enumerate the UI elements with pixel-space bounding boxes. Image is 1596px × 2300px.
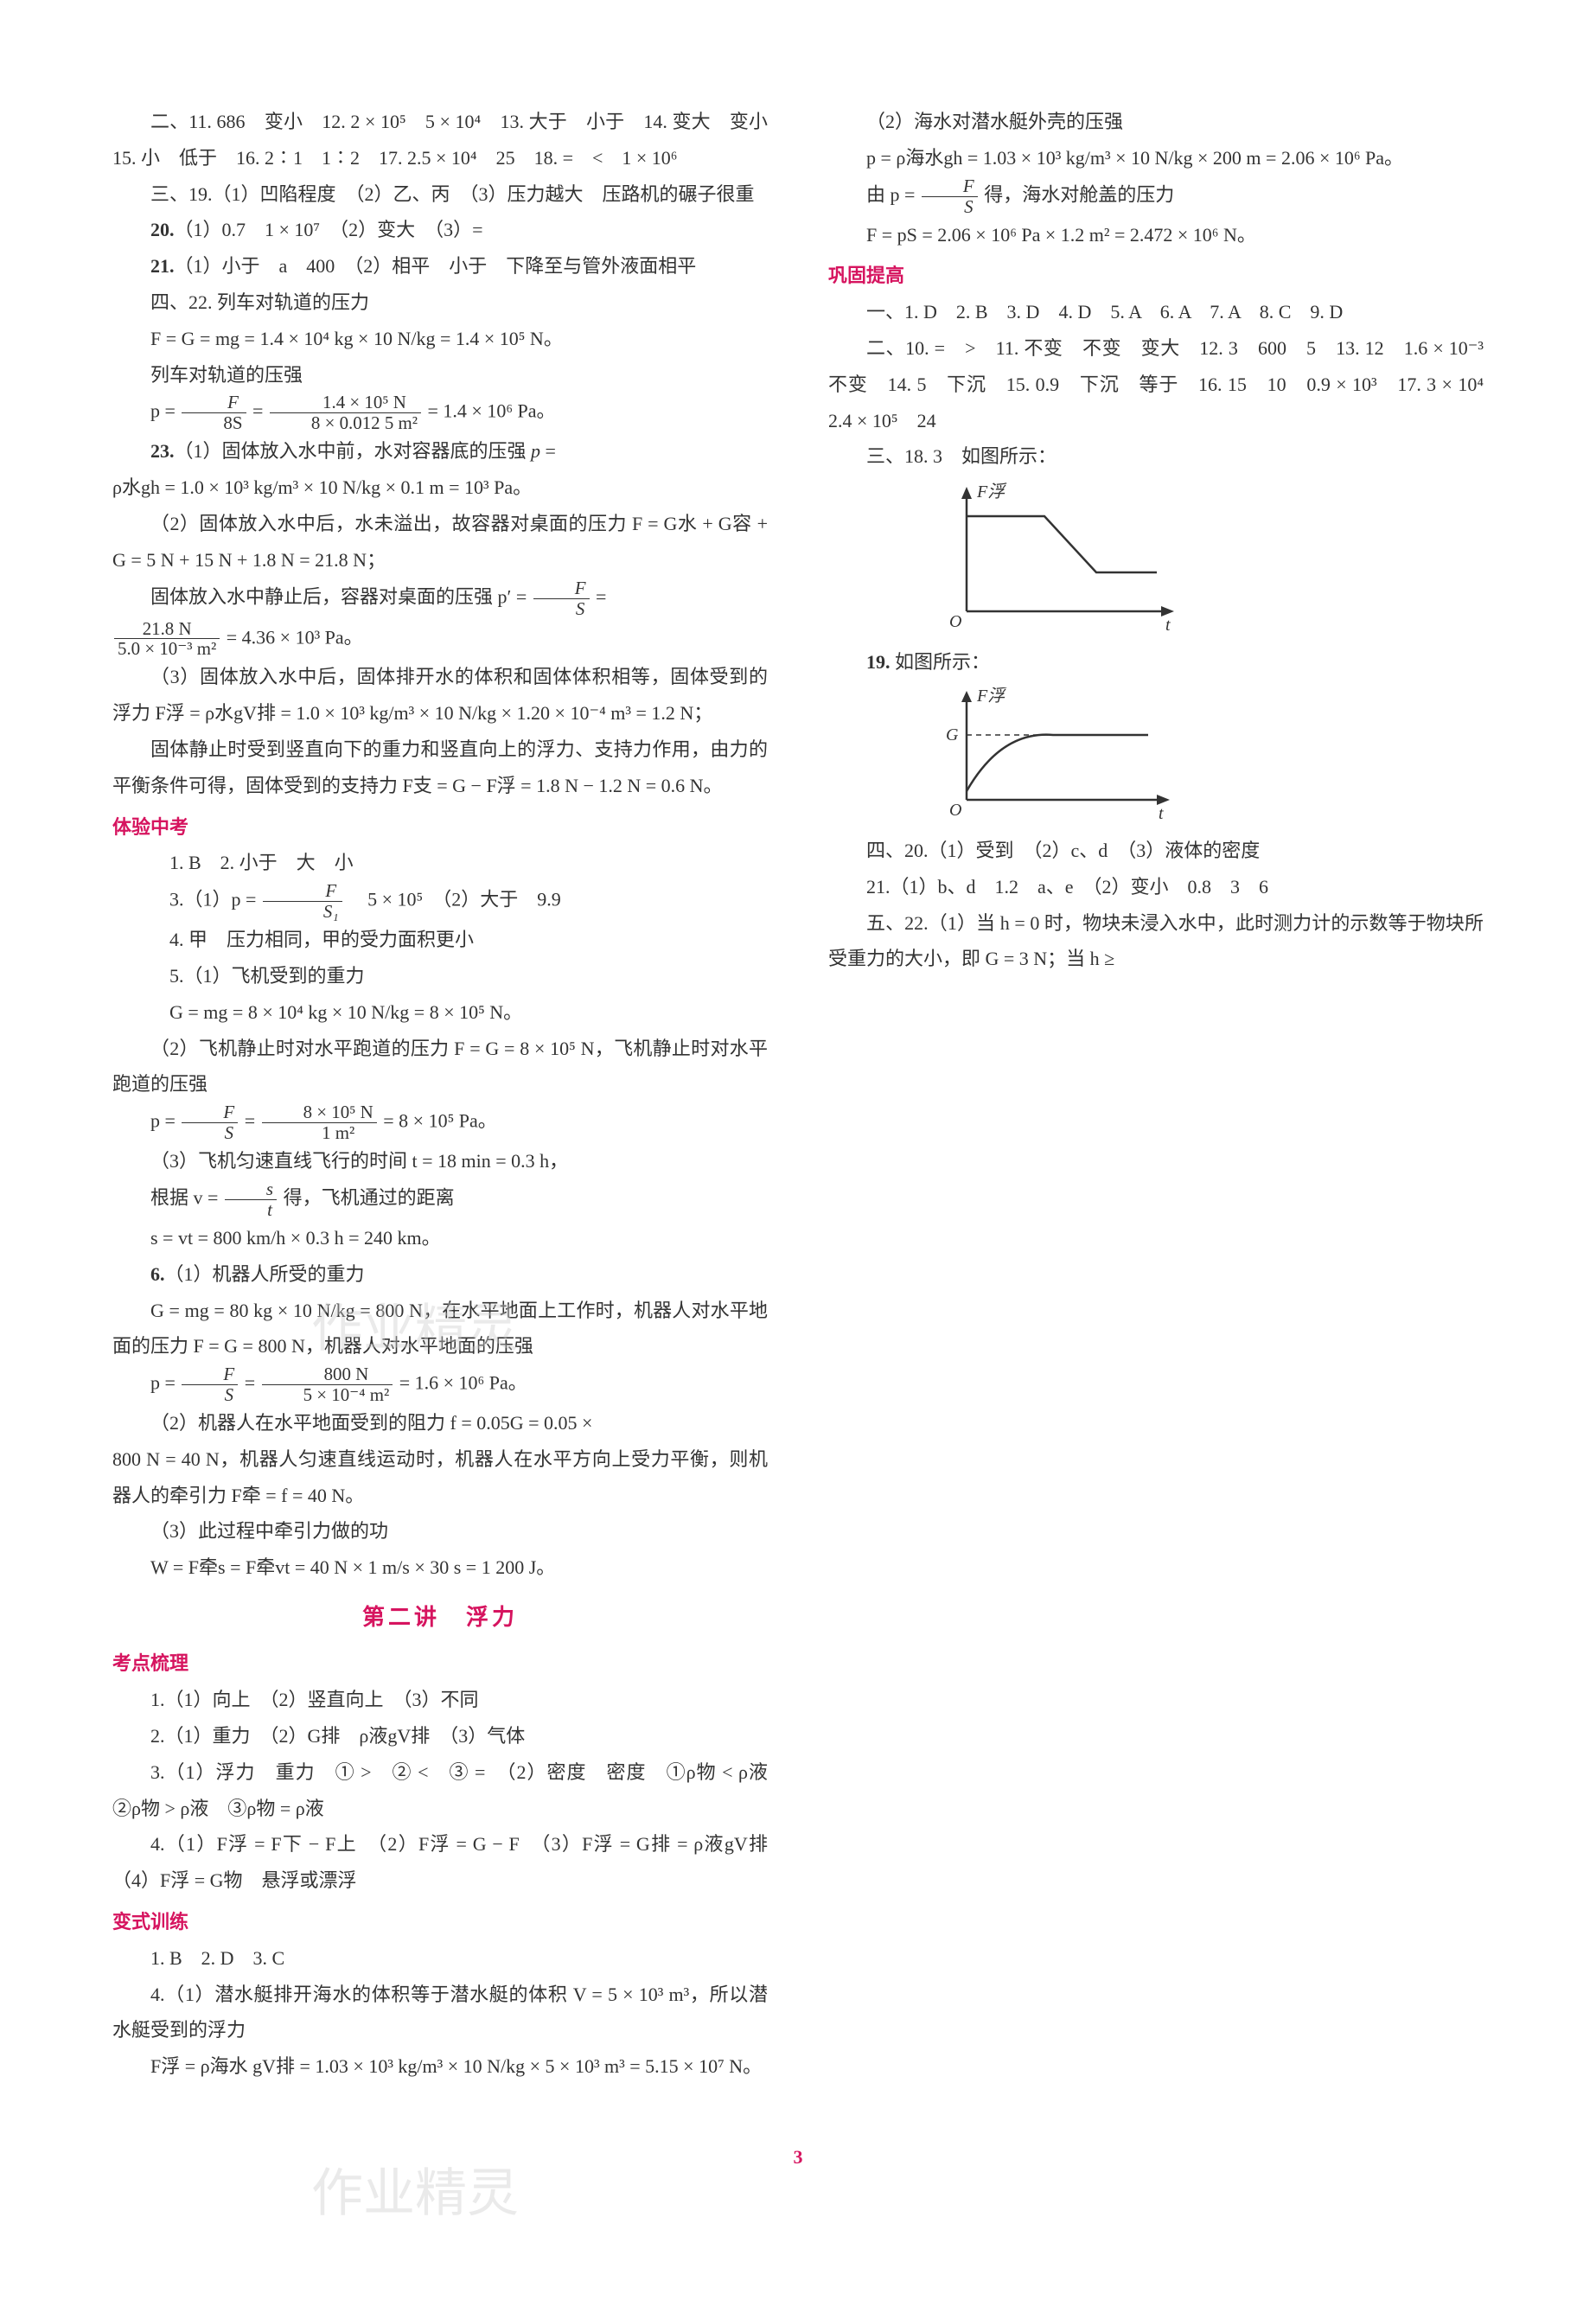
text-line: 固体静止时受到竖直向下的重力和竖直向上的浮力、支持力作用，由力的平衡条件可得，固… (112, 732, 768, 804)
text-line: 1. B 2. 小于 大 小 (112, 845, 768, 881)
text-line: （2）海水对潜水艇外壳的压强 (828, 104, 1484, 140)
fraction: st (225, 1179, 277, 1220)
text-line: 800 N = 40 N，机器人匀速直线运动时，机器人在水平方向上受力平衡，则机… (112, 1441, 768, 1514)
text-line: 5.（1）飞机受到的重力 (112, 958, 768, 994)
formula-line: p = F8S = 1.4 × 10⁵ N8 × 0.012 5 m² = 1.… (112, 393, 768, 433)
svg-text:t: t (1159, 804, 1164, 823)
text-line: 4.（1）F浮 = F下 − F上 （2）F浮 = G − F （3）F浮 = … (112, 1826, 768, 1899)
formula-line: 21.8 N5.0 × 10⁻³ m² = 4.36 × 10³ Pa。 (112, 619, 768, 660)
text-line: F浮 = ρ海水 gV排 = 1.03 × 10³ kg/m³ × 10 N/k… (112, 2048, 768, 2085)
text-line: 4. 甲 压力相同，甲的受力面积更小 (112, 922, 768, 958)
subheading-tiyan: 体验中考 (112, 809, 768, 846)
chart-19: F浮 t G O (923, 687, 1484, 826)
fraction: 8 × 10⁵ N1 m² (262, 1102, 377, 1143)
chart-18: F浮 t O (923, 482, 1484, 637)
formula-line: p = FS = 800 N5 × 10⁻⁴ m² = 1.6 × 10⁶ Pa… (112, 1364, 768, 1405)
subheading-gonggu: 巩固提高 (828, 258, 1484, 294)
qnum: 20. (150, 219, 175, 240)
formula-lhs: p = (150, 400, 180, 422)
subheading-bianshi: 变式训练 (112, 1904, 768, 1940)
text-line: 二、10. = > 11. 不变 不变 变大 12. 3 600 5 13. 1… (828, 330, 1484, 438)
text-line: s = vt = 800 km/h × 0.3 h = 240 km。 (112, 1220, 768, 1256)
text-line: （3）此过程中牵引力做的功 (112, 1513, 768, 1549)
text-line: 一、1. D 2. B 3. D 4. D 5. A 6. A 7. A 8. … (828, 294, 1484, 330)
svg-text:t: t (1165, 616, 1171, 635)
svg-text:O: O (949, 612, 961, 631)
text-line: 1. B 2. D 3. C (112, 1940, 768, 1977)
fraction: FS (182, 1102, 238, 1143)
qnum: 21. (150, 255, 175, 277)
svg-text:O: O (949, 801, 961, 820)
page-number: 3 (112, 2139, 1484, 2175)
formula-line: 固体放入水中静止后，容器对桌面的压强 p′ = FS = (112, 578, 768, 619)
text-line: （3）飞机匀速直线飞行的时间 t = 18 min = 0.3 h， (112, 1143, 768, 1179)
text-line: 20.20.（1）0.7 1 × 10⁷ （2）变大 （3）=（1）0.7 1 … (112, 212, 768, 248)
text-line: 列车对轨道的压强 (112, 357, 768, 393)
fraction: FS (533, 578, 590, 619)
text-line: 四、22. 列车对轨道的压力 (112, 284, 768, 321)
text-line: 23.（1）固体放入水中前，水对容器底的压强 p = (112, 433, 768, 470)
text-line: （2）机器人在水平地面受到的阻力 f = 0.05G = 0.05 × (112, 1405, 768, 1441)
text-line: 19. 如图所示： (828, 644, 1484, 680)
text-line: F = G = mg = 1.4 × 10⁴ kg × 10 N/kg = 1.… (112, 321, 768, 357)
text-line: ρ水gh = 1.0 × 10³ kg/m³ × 10 N/kg × 0.1 m… (112, 470, 768, 506)
formula-line: 根据 v = st 得，飞机通过的距离 (112, 1179, 768, 1220)
text-line: 4.（1）潜水艇排开海水的体积等于潜水艇的体积 V = 5 × 10³ m³，所… (112, 1977, 768, 2049)
text-line: （2）飞机静止时对水平跑道的压力 F = G = 8 × 10⁵ N，飞机静止时… (112, 1031, 768, 1103)
text-line: 3.（1）浮力 重力 ① > ② < ③ = （2）密度 密度 ①ρ物 < ρ液… (112, 1754, 768, 1827)
text-line: 2.（1）重力 （2）G排 ρ液gV排 （3）气体 (112, 1718, 768, 1754)
text-line: G = mg = 80 kg × 10 N/kg = 800 N，在水平地面上工… (112, 1293, 768, 1365)
formula-line: p = FS = 8 × 10⁵ N1 m² = 8 × 10⁵ Pa。 (112, 1102, 768, 1143)
text-line: 21.（1）b、d 1.2 a、e （2）变小 0.8 3 6 (828, 869, 1484, 905)
fraction: F8S (182, 393, 246, 433)
svg-text:F浮: F浮 (976, 482, 1007, 502)
section-title-buoyancy: 第二讲 浮力 (112, 1596, 768, 1639)
svg-text:F浮: F浮 (976, 687, 1007, 706)
text-line: F = pS = 2.06 × 10⁶ Pa × 1.2 m² = 2.472 … (828, 217, 1484, 253)
svg-text:G: G (946, 725, 959, 744)
text-line: 三、19.（1）凹陷程度 （2）乙、丙 （3）压力越大 压路机的碾子很重 (112, 176, 768, 213)
text-line: 1.（1）向上 （2）竖直向上 （3）不同 (112, 1682, 768, 1718)
fraction: FS (922, 176, 978, 217)
text-line: 三、18. 3 如图所示： (828, 438, 1484, 475)
formula-line: 3.（1）p = FS₁ 5 × 10⁵ （2）大于 9.9 (112, 881, 768, 922)
text-line: 21.（1）小于 a 400 （2）相平 小于 下降至与管外液面相平 (112, 248, 768, 284)
text-line: （3）固体放入水中后，固体排开水的体积和固体体积相等，固体受到的浮力 F浮 = … (112, 659, 768, 732)
fraction: 21.8 N5.0 × 10⁻³ m² (114, 619, 220, 660)
text-line: （2）固体放入水中后，水未溢出，故容器对桌面的压力 F = G水 + G容 + … (112, 506, 768, 578)
text-line: 6.（1）机器人所受的重力 (112, 1256, 768, 1293)
chart-19-svg: F浮 t G O (923, 687, 1183, 826)
fraction: FS (182, 1364, 238, 1405)
text-line: 二、11. 686 变小 12. 2 × 10⁵ 5 × 10⁴ 13. 大于 … (112, 104, 768, 176)
text-line: 五、22.（1）当 h = 0 时，物块未浸入水中，此时测力计的示数等于物块所受… (828, 905, 1484, 978)
formula-line: 由 p = FS 得，海水对舱盖的压力 (828, 176, 1484, 217)
page-columns: 二、11. 686 变小 12. 2 × 10⁵ 5 × 10⁴ 13. 大于 … (112, 104, 1484, 2118)
text-line: G = mg = 8 × 10⁴ kg × 10 N/kg = 8 × 10⁵ … (112, 994, 768, 1031)
chart-18-svg: F浮 t O (923, 482, 1183, 637)
fraction: FS₁ (263, 881, 342, 922)
fraction: 800 N5 × 10⁻⁴ m² (262, 1364, 393, 1405)
subheading-kaodian: 考点梳理 (112, 1645, 768, 1682)
text-line: 四、20.（1）受到 （2）c、d （3）液体的密度 (828, 833, 1484, 869)
fraction: 1.4 × 10⁵ N8 × 0.012 5 m² (270, 393, 421, 433)
text-line: W = F牵s = F牵vt = 40 N × 1 m/s × 30 s = 1… (112, 1549, 768, 1586)
text-line: p = ρ海水gh = 1.03 × 10³ kg/m³ × 10 N/kg ×… (828, 140, 1484, 176)
